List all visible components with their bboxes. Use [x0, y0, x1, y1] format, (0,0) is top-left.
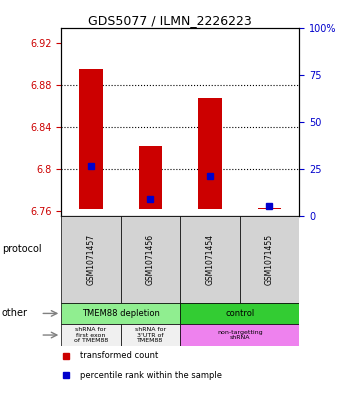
Bar	[79, 70, 103, 209]
Text: shRNA for
3'UTR of
TMEM88: shRNA for 3'UTR of TMEM88	[135, 327, 166, 343]
Bar	[180, 303, 299, 324]
Bar	[61, 216, 121, 303]
Bar	[121, 324, 180, 346]
Text: shRNA for
first exon
of TMEM88: shRNA for first exon of TMEM88	[74, 327, 108, 343]
Bar	[258, 208, 282, 209]
Text: control: control	[225, 309, 254, 318]
Text: GSM1071457: GSM1071457	[86, 234, 96, 285]
Text: TMEM88 depletion: TMEM88 depletion	[82, 309, 160, 318]
Bar	[240, 216, 299, 303]
Text: transformed count: transformed count	[80, 351, 158, 360]
Text: GSM1071456: GSM1071456	[146, 234, 155, 285]
Bar	[180, 324, 299, 346]
Text: GSM1071455: GSM1071455	[265, 234, 274, 285]
Text: non-targetting
shRNA: non-targetting shRNA	[217, 330, 262, 340]
Text: protocol: protocol	[2, 244, 41, 253]
Bar	[180, 216, 240, 303]
Bar	[61, 303, 180, 324]
Text: other: other	[2, 309, 28, 318]
Bar	[61, 324, 121, 346]
Text: GSM1071454: GSM1071454	[205, 234, 215, 285]
Text: percentile rank within the sample: percentile rank within the sample	[80, 371, 222, 380]
Bar	[198, 98, 222, 209]
Bar	[121, 216, 180, 303]
Bar	[139, 146, 163, 209]
Text: GDS5077 / ILMN_2226223: GDS5077 / ILMN_2226223	[88, 14, 252, 27]
